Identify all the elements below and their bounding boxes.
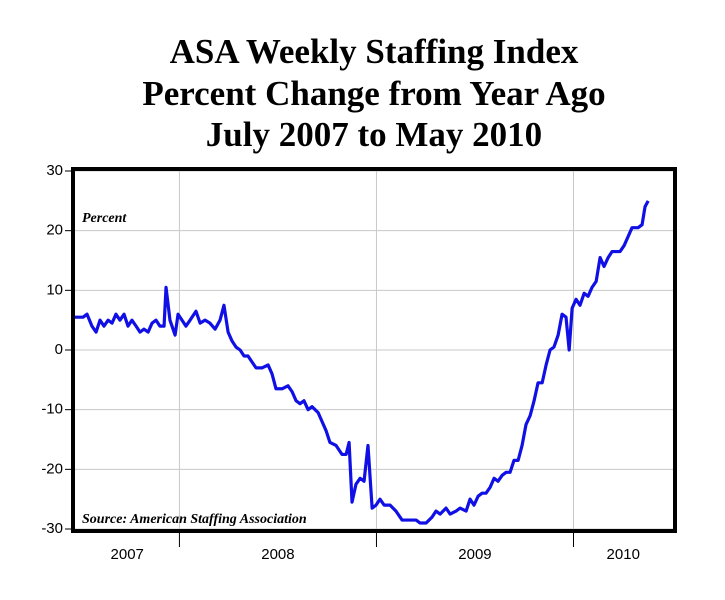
x-tick-label: 2010 (607, 546, 640, 563)
chart-title: Percent Change from Year Ago (142, 74, 605, 113)
axes: -30 -20 -10 0 10 20 30 2007 2008 2009 2010 (41, 162, 640, 563)
data-line (75, 200, 650, 525)
x-tick-label: 2007 (111, 546, 144, 563)
y-tick-label: 20 (46, 222, 63, 239)
y-tick-label: 10 (46, 281, 63, 298)
x-tick-label: 2009 (458, 546, 491, 563)
unit-label: Percent (82, 211, 127, 226)
x-tick-label: 2008 (261, 546, 294, 563)
y-tick-label: -20 (41, 460, 63, 477)
y-tick-label: 30 (46, 162, 63, 179)
y-tick-label: 0 (55, 341, 63, 358)
source-note: Source: American Staffing Association (82, 512, 307, 527)
y-tick-label: -30 (41, 520, 63, 537)
grid (75, 170, 673, 530)
chart-title: ASA Weekly Staffing Index (170, 32, 579, 71)
chart-title: July 2007 to May 2010 (206, 115, 542, 154)
y-tick-label: -10 (41, 401, 63, 418)
plot (75, 200, 650, 525)
